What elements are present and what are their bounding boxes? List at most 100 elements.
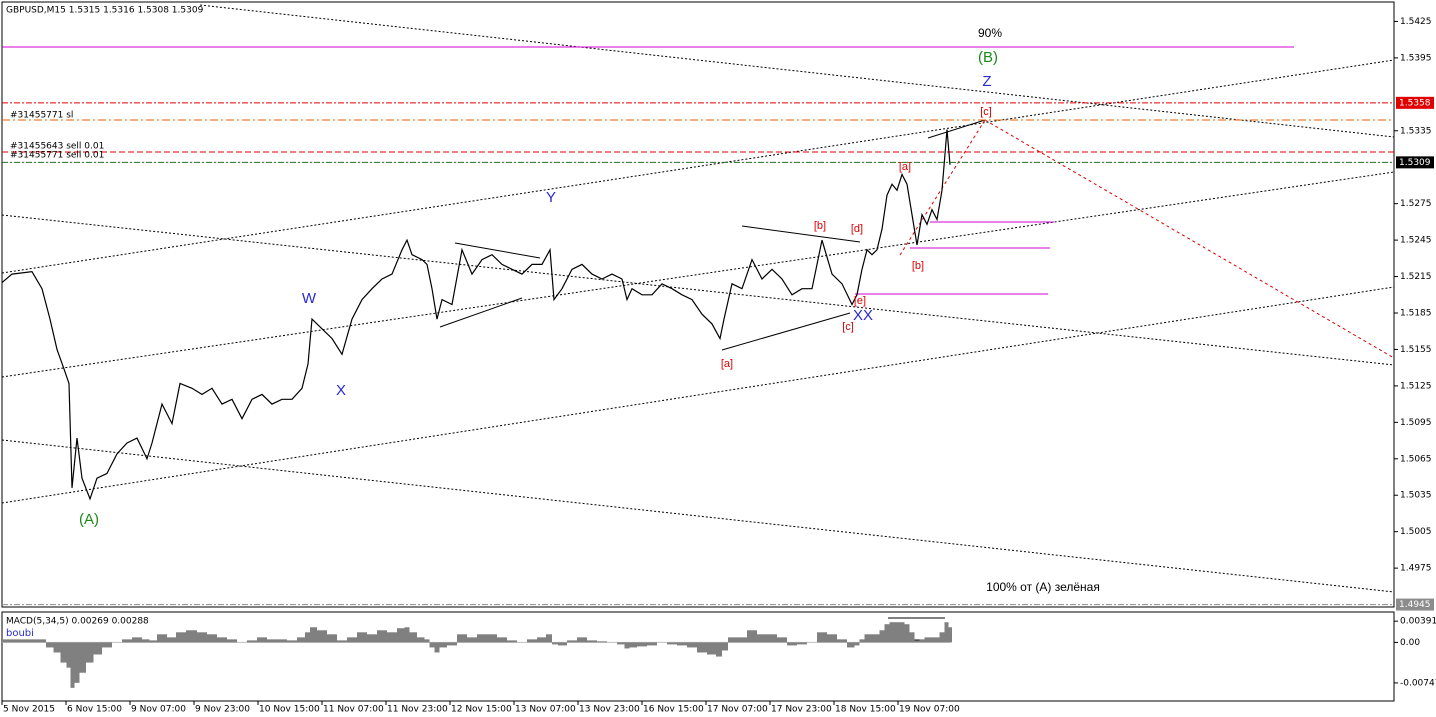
- macd-bar: [404, 627, 410, 643]
- trend-line: [984, 119, 1395, 359]
- price-tag-label: 1.5358: [1399, 98, 1431, 108]
- macd-bar: [277, 639, 287, 643]
- y-tick-label: 1.5395: [1400, 53, 1432, 63]
- macd-bar: [637, 642, 647, 647]
- macd-bar: [93, 642, 102, 655]
- macd-bar: [624, 642, 630, 649]
- macd-bar: [46, 642, 54, 648]
- macd-bar: [377, 630, 387, 643]
- y-tick-label: 1.5035: [1400, 491, 1432, 501]
- y-tick-label: 1.5275: [1400, 199, 1432, 209]
- x-tick-label: 17 Nov 07:00: [707, 705, 768, 715]
- y-tick-label: 1.5245: [1400, 236, 1432, 246]
- order-label: #31455771 sl: [10, 111, 73, 121]
- macd-bar: [497, 637, 507, 643]
- macd-bar: [102, 642, 112, 648]
- macd-bar: [327, 634, 337, 643]
- macd-bar: [587, 640, 597, 643]
- macd-bar: [777, 637, 787, 643]
- macd-bar: [74, 642, 80, 683]
- x-tick-label: 18 Nov 15:00: [835, 705, 896, 715]
- y-tick-label: -0.00747: [1400, 678, 1436, 688]
- macd-bar: [227, 639, 237, 643]
- macd-bar: [864, 634, 870, 643]
- macd-bar: [667, 642, 677, 645]
- price-tag-label: 1.5309: [1399, 158, 1431, 168]
- trend-line: [1, 286, 1395, 504]
- wave-label: [c]: [842, 321, 854, 333]
- macd-bar: [647, 642, 657, 646]
- macd-bar: [677, 642, 687, 646]
- y-tick-label: 1.5095: [1400, 418, 1432, 428]
- macd-bar: [310, 627, 317, 643]
- macd-bar: [837, 639, 847, 643]
- trend-line: [199, 4, 1395, 138]
- macd-bar: [577, 637, 587, 643]
- macd-bar: [737, 637, 747, 643]
- y-tick-label: 0.00391: [1400, 617, 1436, 627]
- wave-label: X: [336, 382, 346, 399]
- macd-bar: [757, 634, 767, 643]
- wave-label: W: [302, 290, 317, 307]
- macd-subtitle: boubi: [6, 628, 34, 639]
- wave-label: XX: [853, 307, 873, 324]
- macd-bar: [447, 642, 457, 646]
- x-tick-label: 11 Nov 23:00: [387, 705, 448, 715]
- chart-title: GBPUSD,M15 1.5315 1.5316 1.5308 1.5309: [6, 6, 204, 16]
- macd-bar: [66, 642, 71, 668]
- x-tick-label: 9 Nov 07:00: [131, 705, 186, 715]
- y-tick-label: 1.5125: [1400, 381, 1432, 391]
- macd-bar: [176, 632, 186, 643]
- macd-bar: [797, 642, 807, 645]
- macd-bar: [874, 634, 880, 643]
- macd-bar: [53, 642, 61, 653]
- macd-bar: [859, 639, 865, 643]
- price-tag-box: [1396, 96, 1434, 109]
- macd-bar: [787, 642, 797, 646]
- macd-bar: [884, 624, 890, 643]
- main-frame: [1, 1, 1395, 608]
- macd-bar: [527, 639, 537, 643]
- macd-bar: [687, 642, 697, 648]
- macd-bar: [889, 622, 895, 643]
- macd-bar: [716, 642, 722, 657]
- macd-bar: [417, 637, 425, 643]
- x-tick-label: 6 Nov 15:00: [67, 705, 122, 715]
- macd-bar: [869, 634, 875, 643]
- macd-bar: [70, 642, 75, 688]
- macd-bar: [2, 639, 7, 643]
- macd-bar: [567, 640, 577, 643]
- macd-bar: [929, 637, 935, 643]
- y-tick-label: 0.00: [1400, 638, 1420, 648]
- wave-label: [b]: [814, 220, 826, 232]
- x-tick-label: 17 Nov 23:00: [771, 705, 832, 715]
- x-tick-label: 10 Nov 15:00: [259, 705, 320, 715]
- wave-label: [b]: [912, 260, 924, 272]
- macd-bar: [439, 642, 447, 648]
- macd-bar: [948, 627, 952, 643]
- macd-bar: [297, 637, 305, 643]
- macd-bar: [267, 639, 277, 643]
- macd-bar: [854, 642, 860, 646]
- macd-bar: [629, 642, 637, 648]
- macd-bar: [434, 642, 440, 653]
- macd-bar: [537, 637, 546, 643]
- macd-bar: [86, 642, 94, 663]
- macd-bar: [457, 634, 467, 643]
- macd-bar: [617, 642, 625, 645]
- macd-bar: [142, 639, 150, 643]
- wave-label: [e]: [854, 295, 866, 307]
- macd-bar: [827, 634, 837, 643]
- wave-label: 90%: [978, 26, 1002, 40]
- macd-bar: [919, 639, 925, 643]
- triangle-line: [721, 312, 851, 351]
- macd-bar: [157, 634, 167, 643]
- triangle-line: [927, 119, 986, 139]
- macd-bar: [507, 640, 517, 643]
- macd-bar: [347, 637, 357, 643]
- macd-bar: [79, 642, 86, 673]
- macd-bar: [60, 642, 67, 663]
- macd-bar: [167, 637, 176, 643]
- macd-bar: [558, 642, 567, 646]
